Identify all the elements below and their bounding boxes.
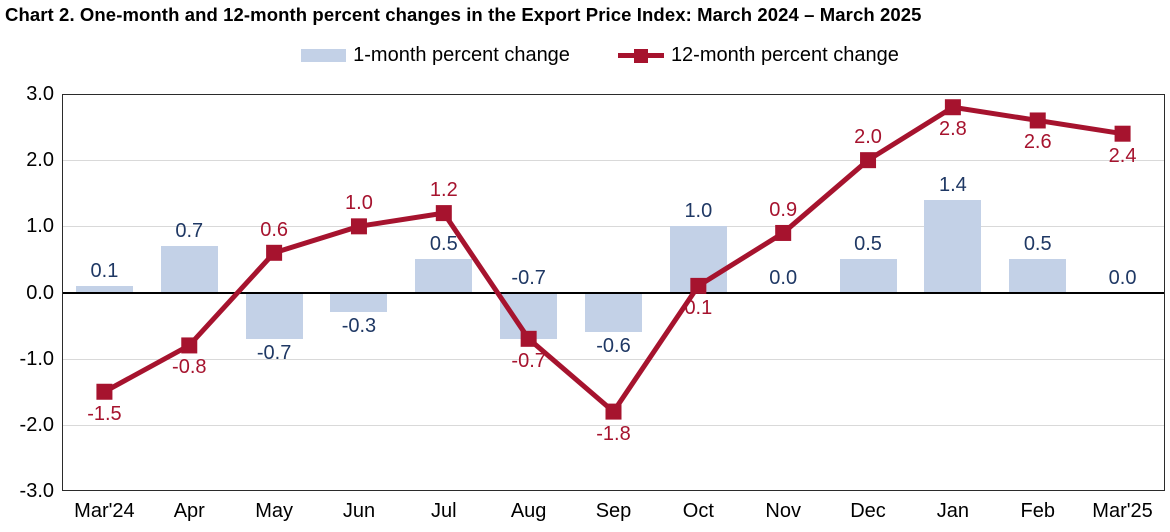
line-marker — [181, 337, 198, 354]
line-value-label: 2.0 — [854, 126, 882, 149]
bar — [839, 259, 897, 293]
bar-swatch-icon — [301, 49, 347, 62]
bar-value-label: 0.1 — [90, 259, 119, 282]
bar — [330, 292, 388, 313]
bar — [245, 292, 303, 339]
line-marker — [944, 99, 961, 116]
line-value-label: 1.0 — [345, 192, 373, 215]
y-tick-label: 0.0 — [26, 281, 54, 304]
line-value-label: 2.8 — [938, 118, 967, 141]
legend: 1-month percent change 12-month percent … — [0, 44, 1170, 67]
line-value-label: -0.8 — [172, 356, 207, 379]
x-tick-label: Dec — [850, 500, 886, 522]
bar-value-label: 0.5 — [854, 233, 882, 256]
bar — [160, 246, 218, 293]
x-tick-label: Mar'24 — [74, 500, 135, 522]
x-tick-label: Mar'25 — [1092, 500, 1153, 522]
x-tick-label: Nov — [765, 500, 801, 522]
line-value-label: -1.8 — [596, 422, 631, 445]
line-value-label: -0.7 — [511, 349, 546, 372]
line-marker — [690, 277, 707, 294]
bar — [585, 292, 642, 333]
x-tick-label: Feb — [1020, 500, 1055, 522]
line-value-label: 2.4 — [1108, 144, 1137, 167]
x-tick-label: Oct — [682, 500, 714, 522]
line-swatch-icon — [617, 48, 664, 64]
line-marker — [775, 224, 792, 241]
bar-value-label: 0.5 — [429, 233, 458, 256]
y-tick-label: -2.0 — [19, 413, 54, 436]
line-value-label: 1.2 — [429, 179, 458, 202]
zero-line — [62, 291, 1165, 294]
bar-value-label: -0.7 — [511, 266, 546, 289]
x-tick-label: May — [255, 500, 293, 522]
bar — [1009, 259, 1067, 293]
bar-value-label: 0.5 — [1023, 233, 1052, 256]
line-swatch-square — [633, 48, 648, 63]
x-tick-label: Aug — [510, 500, 547, 522]
bar-value-label: -0.6 — [596, 335, 631, 358]
y-tick-label: 2.0 — [26, 149, 54, 172]
gridline — [62, 226, 1165, 228]
gridline — [62, 358, 1165, 360]
legend-item-1month: 1-month percent change — [301, 44, 570, 67]
y-tick-label: 1.0 — [26, 215, 54, 238]
line-marker — [520, 330, 537, 347]
x-tick-label: Jul — [431, 500, 457, 522]
y-tick-label: 3.0 — [26, 83, 54, 105]
line-marker — [1114, 125, 1131, 142]
line-marker — [605, 403, 622, 420]
legend-label-1month: 1-month percent change — [353, 44, 570, 66]
line-marker — [435, 205, 452, 222]
line-value-label: 0.1 — [684, 296, 713, 319]
line-marker — [96, 383, 113, 400]
line-value-label: 0.6 — [260, 218, 289, 241]
x-tick-label: Jun — [342, 500, 376, 522]
line-value-label: -1.5 — [87, 402, 122, 425]
bar-value-label: 1.4 — [938, 173, 967, 196]
line-value-label: 0.9 — [769, 198, 798, 221]
y-tick-label: -1.0 — [19, 347, 54, 370]
bar — [415, 259, 473, 293]
gridline — [62, 424, 1165, 426]
bar-value-label: 0.0 — [1108, 266, 1137, 289]
x-tick-label: Jan — [936, 500, 969, 522]
bar-value-label: 0.0 — [769, 266, 798, 289]
line-value-label: 2.6 — [1023, 131, 1052, 154]
legend-item-12month: 12-month percent change — [617, 44, 899, 67]
line-marker — [1029, 112, 1046, 129]
bar-value-label: 0.7 — [175, 220, 204, 243]
bar-value-label: -0.3 — [341, 315, 377, 338]
x-tick-label: Apr — [173, 500, 205, 522]
line-marker — [266, 244, 283, 261]
bar — [75, 285, 133, 293]
bar-value-label: 1.0 — [684, 200, 713, 223]
gridline — [62, 160, 1165, 162]
x-tick-label: Sep — [595, 500, 632, 522]
legend-label-12month: 12-month percent change — [670, 44, 899, 66]
line-marker — [350, 218, 367, 235]
y-tick-label: -3.0 — [19, 480, 54, 502]
trend-line — [103, 104, 1123, 416]
chart-title: Chart 2. One-month and 12-month percent … — [5, 4, 922, 25]
bar-value-label: -0.7 — [256, 341, 292, 364]
line-marker — [860, 152, 877, 169]
bar — [924, 199, 982, 293]
